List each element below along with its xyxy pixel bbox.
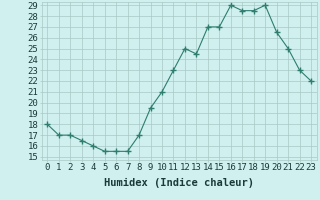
X-axis label: Humidex (Indice chaleur): Humidex (Indice chaleur) xyxy=(104,178,254,188)
